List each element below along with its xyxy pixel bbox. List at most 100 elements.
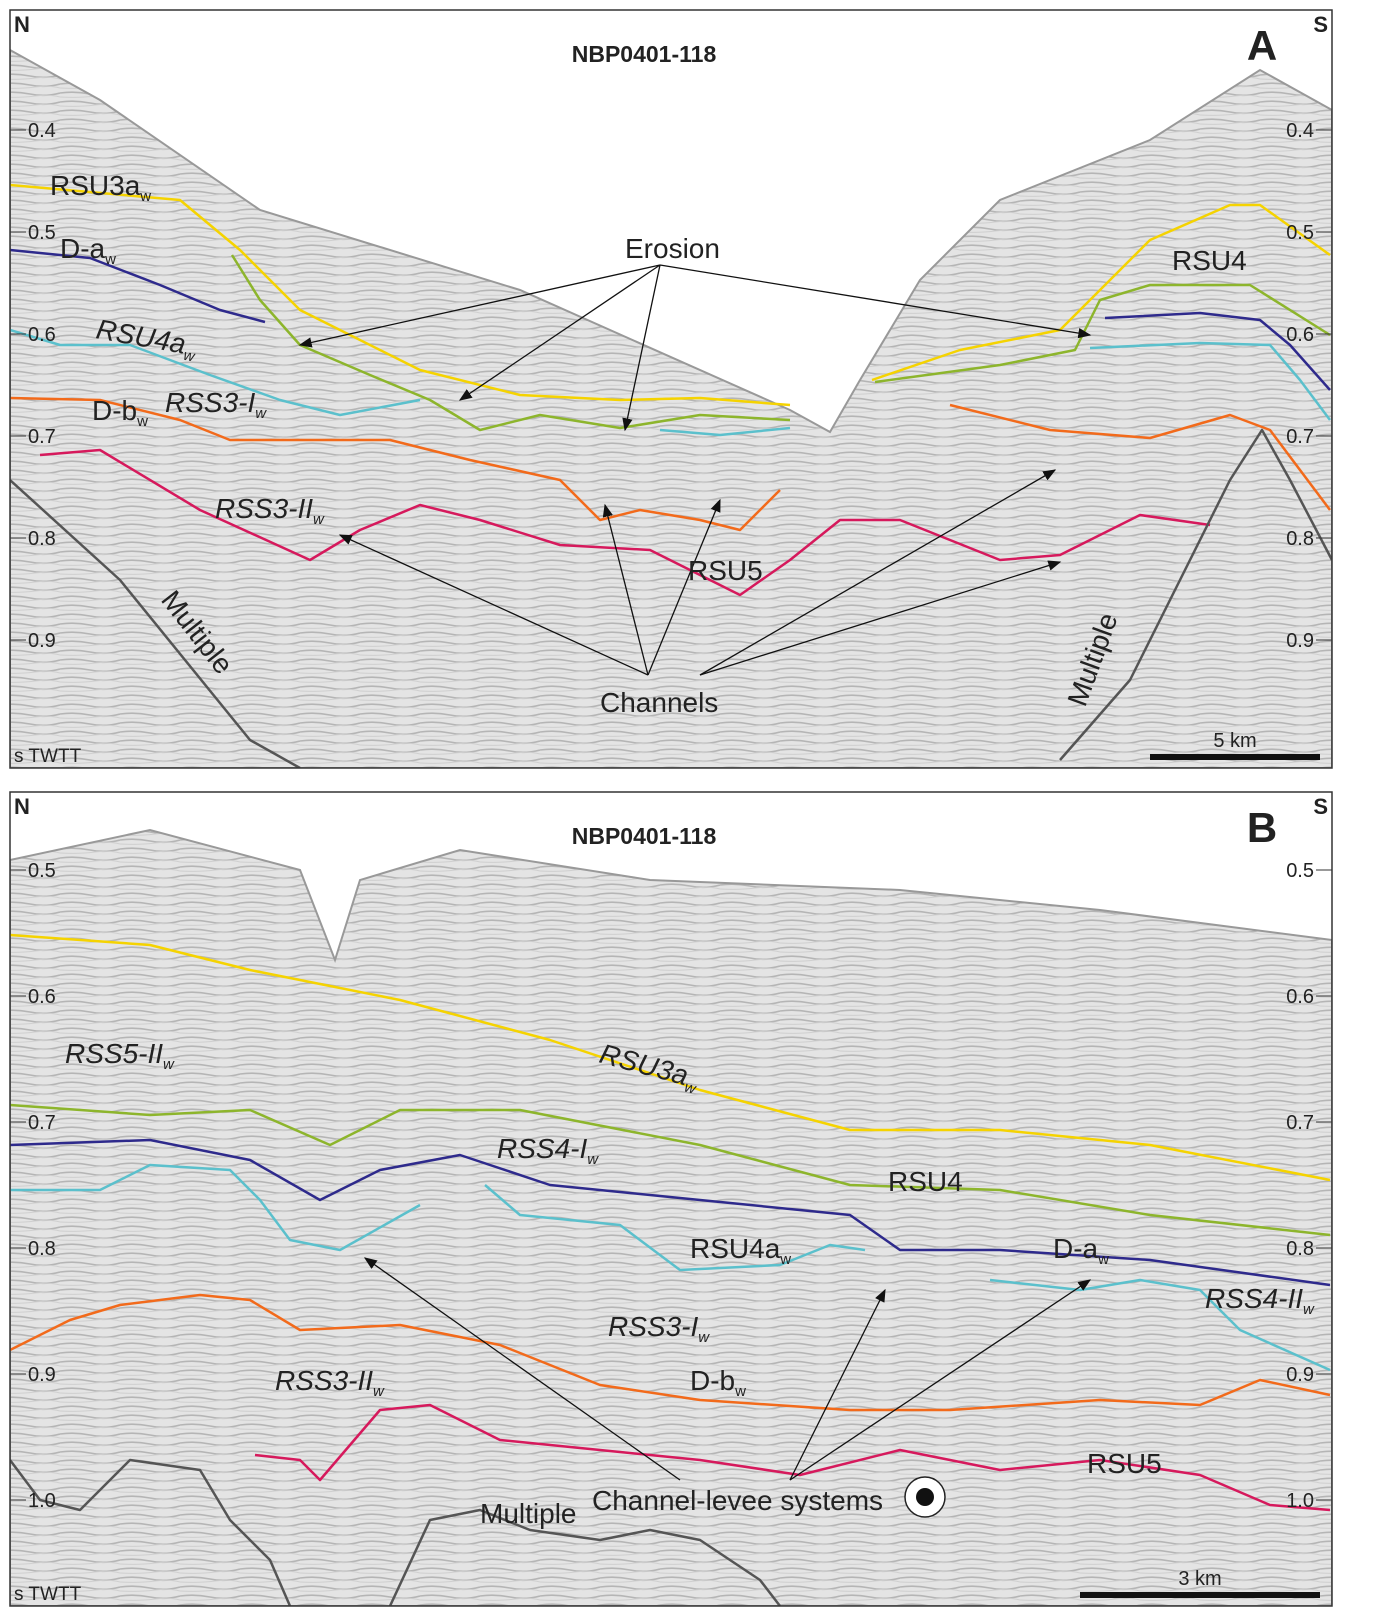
scale-label: 3 km xyxy=(1178,1568,1221,1590)
unit-label: RSS3-Iw xyxy=(608,1311,710,1346)
axis-label: s TWTT xyxy=(14,1584,82,1605)
unit-label: RSS3-Iw xyxy=(165,387,267,422)
tick-label: 0.5 xyxy=(28,860,56,882)
title: NBP0401-118 xyxy=(572,41,717,67)
seismic xyxy=(10,828,1332,1606)
arrow xyxy=(647,498,721,676)
horizon xyxy=(10,1293,1331,1412)
tick-label: 0.7 xyxy=(1286,1112,1314,1134)
arrow xyxy=(363,1257,681,1481)
unit-label: D-bw xyxy=(690,1365,746,1400)
panel-letter: A xyxy=(1247,22,1277,69)
horizon xyxy=(10,1138,1331,1287)
horizon xyxy=(39,448,1211,597)
label-subscript: w xyxy=(779,1251,791,1268)
tick-label: 1.0 xyxy=(1286,1490,1314,1512)
arrow xyxy=(699,469,1057,676)
label-subscript: w xyxy=(698,1329,710,1346)
panel-letter: B xyxy=(1247,804,1277,851)
frame xyxy=(9,791,1333,1607)
tick-label: 0.8 xyxy=(1286,1238,1314,1260)
horizon xyxy=(10,248,1331,391)
unit-label: RSS3-IIw xyxy=(215,493,325,528)
panel: NBP0401-118 B N S 0.5 0.6 0.7 0.8 0.9 1.0 0.5 0.6 0.… xyxy=(9,791,1333,1607)
label-subscript: w xyxy=(1097,1251,1109,1268)
arrow xyxy=(298,264,661,348)
horizon xyxy=(10,1103,1331,1237)
label-text: Erosion xyxy=(625,233,720,264)
arrow xyxy=(659,264,1092,339)
tick-label: 0.9 xyxy=(1286,1364,1314,1386)
label-text: RSU4a xyxy=(690,1233,781,1264)
label-subscript: w xyxy=(587,1151,599,1168)
unit-label: Multiple xyxy=(480,1498,576,1529)
label-text: D-b xyxy=(92,395,137,426)
label-text: RSU4 xyxy=(1172,245,1247,276)
tick-label: 0.5 xyxy=(1286,222,1314,244)
unit-label: RSU3aw xyxy=(50,170,151,205)
compass-north: N xyxy=(14,12,30,37)
horizon xyxy=(10,1458,781,1606)
arrow xyxy=(458,264,661,401)
compass-south: S xyxy=(1313,794,1328,819)
label-text: RSU3a xyxy=(50,170,141,201)
compass-south: S xyxy=(1313,12,1328,37)
arrow xyxy=(622,264,661,432)
tick-label: 1.0 xyxy=(28,1490,56,1512)
tick-label: 0.7 xyxy=(1286,426,1314,448)
tick-label: 0.7 xyxy=(28,1112,56,1134)
unit-label: RSU4 xyxy=(888,1166,963,1197)
section xyxy=(10,792,1332,1606)
horizon xyxy=(10,1163,1331,1372)
frame xyxy=(9,9,1333,769)
tick-label: 0.4 xyxy=(1286,120,1314,142)
unit-label: RSU5 xyxy=(1087,1448,1162,1479)
tick-label: 0.8 xyxy=(1286,528,1314,550)
horizon xyxy=(10,396,1331,532)
unit-label: D-bw xyxy=(92,395,148,430)
label-text: RSU5 xyxy=(1087,1448,1162,1479)
tick-label: 0.8 xyxy=(28,528,56,550)
tick-label: 0.4 xyxy=(28,120,56,142)
arrow xyxy=(789,1288,886,1481)
label-subscript: w xyxy=(255,405,267,422)
label-text: RSS4-I xyxy=(497,1133,587,1164)
label-text: RSS3-I xyxy=(165,387,255,418)
unit-label: RSU5 xyxy=(688,555,763,586)
tick-label: 0.8 xyxy=(28,1238,56,1260)
unit-label: RSS4-Iw xyxy=(497,1133,599,1168)
label-text: D-a xyxy=(60,233,106,264)
horizon xyxy=(10,183,1331,407)
tick-label: 0.6 xyxy=(28,324,56,346)
seismic xyxy=(10,48,1332,768)
label-subscript: w xyxy=(182,347,197,366)
label-text: Channel-levee systems xyxy=(592,1485,883,1516)
label-text: RSU5 xyxy=(688,555,763,586)
tick-label: 0.5 xyxy=(1286,860,1314,882)
label-text: Channels xyxy=(600,687,718,718)
unit-label: RSS4-IIw xyxy=(1205,1283,1315,1318)
label-text: D-a xyxy=(1053,1233,1099,1264)
horizon xyxy=(10,328,1331,437)
arrow xyxy=(789,1279,1092,1481)
label-subscript: w xyxy=(1303,1301,1315,1318)
tick-label: 0.7 xyxy=(28,426,56,448)
label-subscript: w xyxy=(139,188,151,205)
label-text: D-b xyxy=(690,1365,735,1396)
label-text: Multiple xyxy=(480,1498,576,1529)
unit-label: Erosion xyxy=(625,233,720,264)
tick-label: 0.9 xyxy=(28,1364,56,1386)
arrow xyxy=(602,503,649,676)
unit-label: Channel-levee systems xyxy=(592,1485,883,1516)
tick-label: 0.5 xyxy=(28,222,56,244)
label-subscript: w xyxy=(373,1383,385,1400)
label-text: RSS5-II xyxy=(65,1038,163,1069)
tick-label: 0.6 xyxy=(1286,324,1314,346)
horizon xyxy=(254,1403,1331,1512)
arrow xyxy=(338,534,649,676)
label-text: RSU4 xyxy=(888,1166,963,1197)
tick-label: 0.9 xyxy=(1286,630,1314,652)
arrow xyxy=(699,560,1062,676)
symbol-dot xyxy=(916,1488,934,1506)
label-text: RSS3-II xyxy=(275,1365,373,1396)
